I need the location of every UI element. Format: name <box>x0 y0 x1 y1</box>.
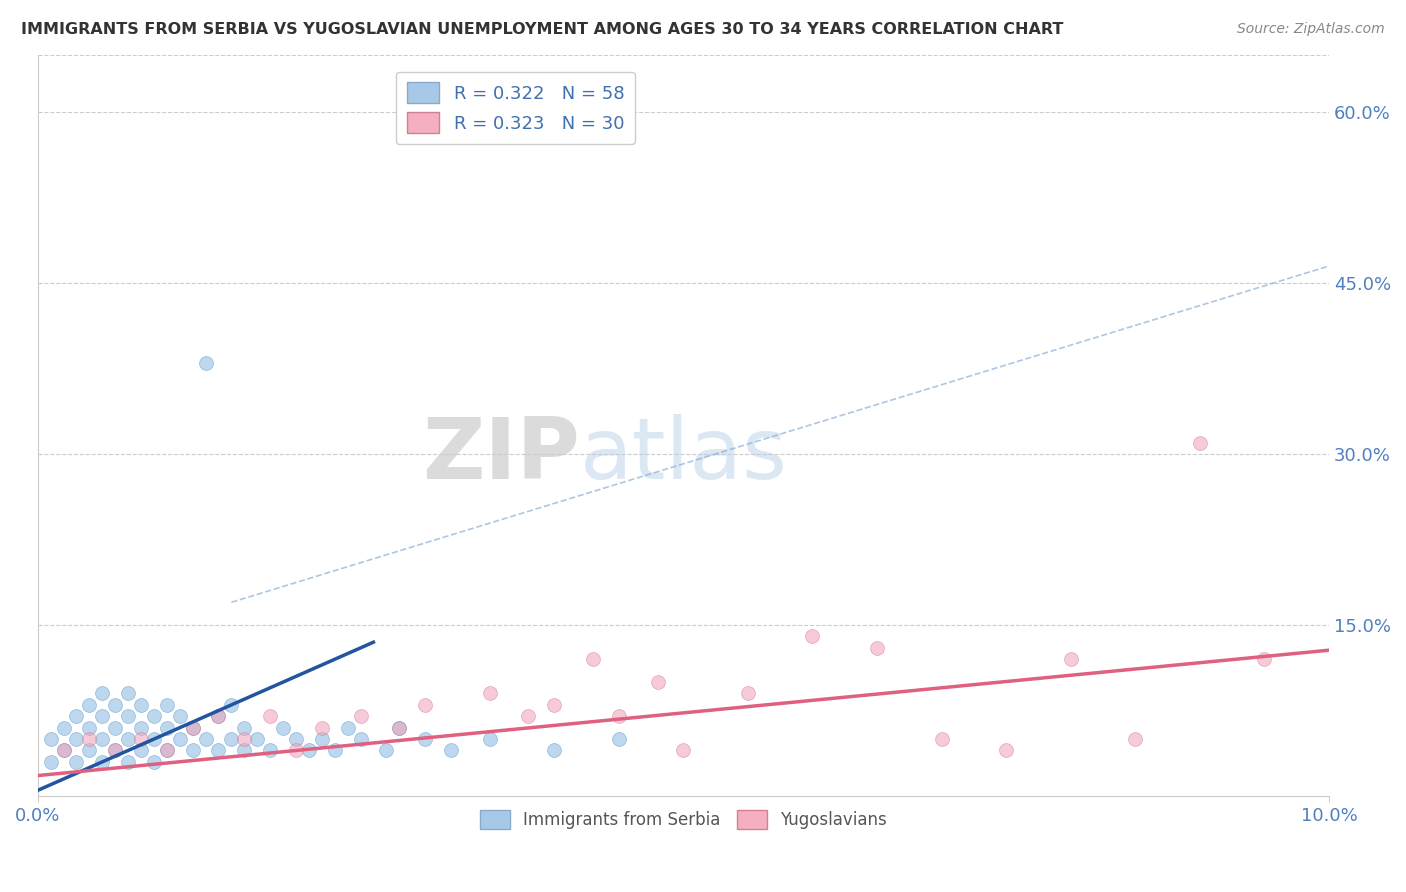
Point <box>543 743 565 757</box>
Point <box>117 686 139 700</box>
Point <box>375 743 398 757</box>
Point <box>259 709 281 723</box>
Point <box>672 743 695 757</box>
Point <box>388 721 411 735</box>
Point <box>271 721 294 735</box>
Point <box>104 743 127 757</box>
Point <box>91 686 114 700</box>
Point <box>142 732 165 747</box>
Point <box>607 709 630 723</box>
Point <box>129 698 152 712</box>
Point <box>349 732 371 747</box>
Point <box>194 356 217 370</box>
Point <box>1123 732 1146 747</box>
Point <box>169 732 191 747</box>
Point <box>1188 435 1211 450</box>
Text: atlas: atlas <box>581 414 787 497</box>
Point <box>995 743 1018 757</box>
Point <box>607 732 630 747</box>
Point <box>413 732 436 747</box>
Point <box>311 732 333 747</box>
Point <box>801 630 824 644</box>
Point <box>207 709 229 723</box>
Point <box>117 709 139 723</box>
Point <box>104 721 127 735</box>
Point <box>349 709 371 723</box>
Point <box>181 743 204 757</box>
Point <box>91 755 114 769</box>
Point <box>39 755 62 769</box>
Point <box>181 721 204 735</box>
Point <box>233 732 256 747</box>
Point <box>1060 652 1083 666</box>
Point <box>156 743 179 757</box>
Point <box>478 732 501 747</box>
Point <box>284 732 307 747</box>
Point <box>259 743 281 757</box>
Point <box>169 709 191 723</box>
Point <box>156 721 179 735</box>
Point <box>39 732 62 747</box>
Point <box>221 732 243 747</box>
Point <box>52 721 75 735</box>
Point <box>142 709 165 723</box>
Point <box>233 743 256 757</box>
Point <box>1253 652 1275 666</box>
Point <box>246 732 269 747</box>
Point <box>647 675 669 690</box>
Text: ZIP: ZIP <box>422 414 581 497</box>
Point <box>194 732 217 747</box>
Point <box>156 698 179 712</box>
Point <box>336 721 359 735</box>
Point <box>298 743 321 757</box>
Legend: Immigrants from Serbia, Yugoslavians: Immigrants from Serbia, Yugoslavians <box>472 804 894 836</box>
Point <box>582 652 605 666</box>
Point <box>65 755 87 769</box>
Point <box>207 709 229 723</box>
Point <box>129 732 152 747</box>
Point <box>104 743 127 757</box>
Point <box>737 686 759 700</box>
Point <box>79 732 101 747</box>
Point <box>311 721 333 735</box>
Point <box>233 721 256 735</box>
Point <box>79 743 101 757</box>
Point <box>181 721 204 735</box>
Point <box>323 743 346 757</box>
Point <box>65 732 87 747</box>
Point <box>517 709 540 723</box>
Point <box>129 743 152 757</box>
Point <box>142 755 165 769</box>
Point <box>52 743 75 757</box>
Point <box>91 732 114 747</box>
Point <box>52 743 75 757</box>
Point <box>413 698 436 712</box>
Point <box>866 640 889 655</box>
Point <box>388 721 411 735</box>
Point <box>284 743 307 757</box>
Point <box>117 755 139 769</box>
Text: IMMIGRANTS FROM SERBIA VS YUGOSLAVIAN UNEMPLOYMENT AMONG AGES 30 TO 34 YEARS COR: IMMIGRANTS FROM SERBIA VS YUGOSLAVIAN UN… <box>21 22 1063 37</box>
Point <box>440 743 463 757</box>
Point <box>478 686 501 700</box>
Point <box>931 732 953 747</box>
Point <box>104 698 127 712</box>
Text: Source: ZipAtlas.com: Source: ZipAtlas.com <box>1237 22 1385 37</box>
Point <box>79 721 101 735</box>
Point <box>129 721 152 735</box>
Point <box>207 743 229 757</box>
Point <box>543 698 565 712</box>
Point <box>65 709 87 723</box>
Point <box>91 709 114 723</box>
Point <box>117 732 139 747</box>
Point <box>221 698 243 712</box>
Point <box>79 698 101 712</box>
Point <box>156 743 179 757</box>
